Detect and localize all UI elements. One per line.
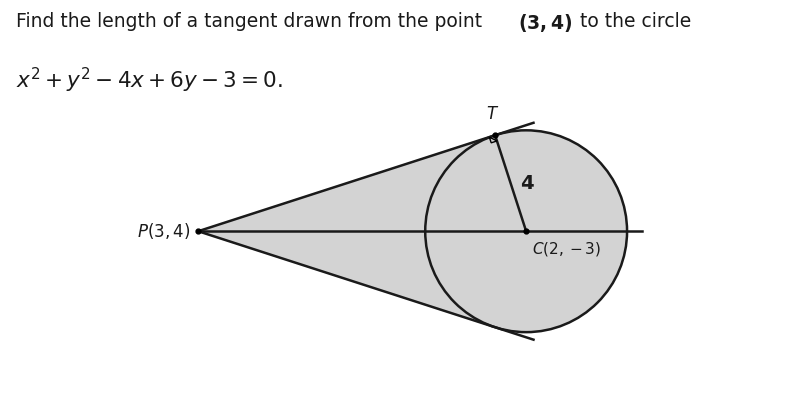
Text: to the circle: to the circle: [574, 12, 692, 31]
Polygon shape: [198, 130, 627, 332]
Text: $P(3, 4)$: $P(3, 4)$: [138, 221, 190, 241]
Text: $T$: $T$: [486, 105, 499, 123]
Text: $C(2, -3)$: $C(2, -3)$: [532, 240, 602, 258]
Text: $\mathbf{4}$: $\mathbf{4}$: [520, 174, 534, 193]
Text: $\mathbf{(3, 4)}$: $\mathbf{(3, 4)}$: [518, 12, 573, 34]
Text: $x^2 + y^2 - 4x + 6y - 3 = 0.$: $x^2 + y^2 - 4x + 6y - 3 = 0.$: [16, 66, 283, 95]
Text: Find the length of a tangent drawn from the point: Find the length of a tangent drawn from …: [16, 12, 488, 31]
